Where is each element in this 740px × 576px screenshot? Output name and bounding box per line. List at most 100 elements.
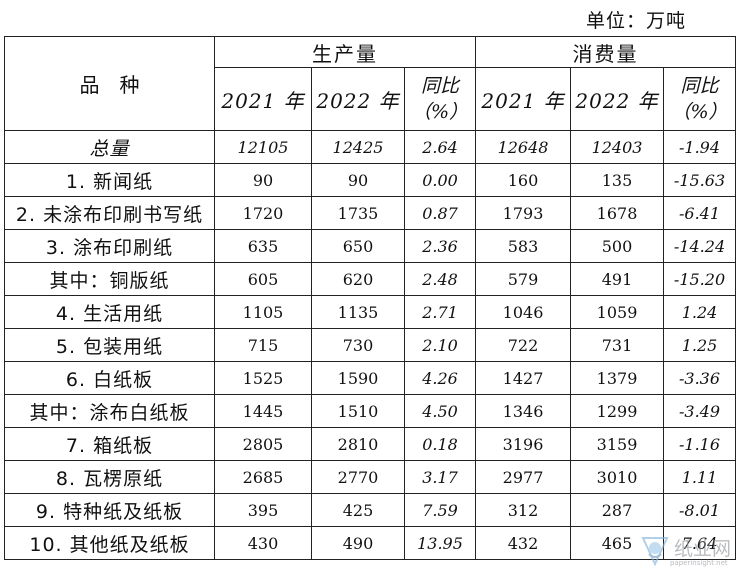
table-row: 4. 生活用纸 1105 1135 2.71 1046 1059 1.24 — [4, 295, 737, 329]
production-2021-cell: 605 — [214, 262, 312, 296]
consumption-yoy-cell: -15.63 — [663, 163, 737, 197]
unit-label: 单位：万吨 — [585, 10, 686, 32]
consumption-2021-cell: 1346 — [475, 394, 572, 428]
consumption-2021-cell: 160 — [475, 163, 572, 197]
production-yoy-cell: 2.64 — [403, 130, 477, 164]
production-2021-cell: 1445 — [214, 394, 312, 428]
paper-statistics-table: 品 种 生产量 消费量 2021 年 2022 年 同比 （%） 2021 年 … — [4, 36, 737, 560]
table-row: 1. 新闻纸 90 90 0.00 160 135 -15.63 — [4, 163, 737, 197]
consumption-2021-cell: 579 — [475, 262, 572, 296]
consumption-yoy-cell: -8.01 — [663, 493, 737, 527]
yoy-label: 同比 — [680, 75, 719, 97]
production-2021-header: 2021 年 — [214, 67, 312, 131]
consumption-2021-cell: 722 — [475, 328, 572, 362]
production-yoy-cell: 2.48 — [403, 262, 477, 296]
variety-header: 品 种 — [4, 36, 215, 131]
consumption-2022-cell: 135 — [570, 163, 665, 197]
consumption-yoy-header: 同比 （%） — [663, 67, 737, 131]
consumption-yoy-cell: 1.25 — [663, 328, 737, 362]
table-row: 其中：铜版纸 605 620 2.48 579 491 -15.20 — [4, 262, 737, 296]
production-2021-cell: 1720 — [214, 196, 312, 230]
table-row: 5. 包装用纸 715 730 2.10 722 731 1.25 — [4, 328, 737, 362]
production-2021-cell: 12105 — [214, 130, 312, 164]
table-body: 总量 12105 12425 2.64 12648 12403 -1.94 1. 新闻纸 90 9… — [4, 130, 737, 560]
consumption-2022-header: 2022 年 — [570, 67, 665, 131]
consumption-2021-cell: 1427 — [475, 361, 572, 395]
watermark-logo: 纸业网 paperinsight.net — [640, 532, 736, 570]
consumption-2022-cell: 500 — [570, 229, 665, 263]
row-name: 总量 — [4, 130, 215, 164]
production-2022-cell: 2770 — [311, 460, 405, 494]
consumption-yoy-cell: 1.24 — [663, 295, 737, 329]
consumption-2021-cell: 432 — [475, 526, 572, 560]
production-yoy-cell: 4.26 — [403, 361, 477, 395]
watermark-text: 纸业网 — [674, 538, 732, 560]
production-2022-cell: 490 — [311, 526, 405, 560]
production-2022-header: 2022 年 — [311, 67, 405, 131]
consumption-2021-cell: 2977 — [475, 460, 572, 494]
table-row: 9. 特种纸及纸板 395 425 7.59 312 287 -8.01 — [4, 493, 737, 527]
consumption-yoy-cell: -3.49 — [663, 394, 737, 428]
consumption-header: 消费量 — [475, 36, 737, 68]
yoy-unit: （%） — [671, 101, 728, 123]
consumption-2022-cell: 1678 — [570, 196, 665, 230]
yoy-label: 同比 — [421, 75, 460, 97]
yoy-unit: （%） — [411, 101, 469, 123]
production-header: 生产量 — [213, 36, 477, 68]
production-2022-cell: 1510 — [311, 394, 405, 428]
production-yoy-cell: 7.59 — [403, 493, 477, 527]
consumption-2022-cell: 12403 — [570, 130, 665, 164]
production-2022-cell: 425 — [311, 493, 405, 527]
consumption-2021-cell: 3196 — [475, 427, 572, 461]
row-name: 8. 瓦楞原纸 — [4, 460, 215, 494]
consumption-2022-cell: 1059 — [570, 295, 665, 329]
production-2021-cell: 1525 — [214, 361, 312, 395]
table-row: 8. 瓦楞原纸 2685 2770 3.17 2977 3010 1.11 — [4, 460, 737, 494]
consumption-yoy-cell: 7.64 — [663, 526, 737, 560]
production-2021-cell: 635 — [214, 229, 312, 263]
production-yoy-cell: 0.00 — [403, 163, 477, 197]
production-2021-cell: 90 — [214, 163, 312, 197]
production-2021-cell: 1105 — [214, 295, 312, 329]
production-yoy-cell: 0.18 — [403, 427, 477, 461]
production-2022-cell: 1135 — [311, 295, 405, 329]
consumption-yoy-cell: -1.16 — [663, 427, 737, 461]
production-2022-cell: 620 — [311, 262, 405, 296]
consumption-2021-cell: 12648 — [475, 130, 572, 164]
table-row: 总量 12105 12425 2.64 12648 12403 -1.94 — [4, 130, 737, 164]
row-name: 其中：铜版纸 — [4, 262, 215, 296]
consumption-2022-cell: 3159 — [570, 427, 665, 461]
consumption-2022-cell: 731 — [570, 328, 665, 362]
production-2021-cell: 715 — [214, 328, 312, 362]
production-2022-cell: 12425 — [311, 130, 405, 164]
consumption-yoy-cell: -14.24 — [663, 229, 737, 263]
production-2022-cell: 650 — [311, 229, 405, 263]
consumption-yoy-cell: -3.36 — [663, 361, 737, 395]
row-name: 其中：涂布白纸板 — [4, 394, 215, 428]
production-yoy-cell: 2.71 — [403, 295, 477, 329]
consumption-yoy-cell: -1.94 — [663, 130, 737, 164]
consumption-yoy-cell: -6.41 — [663, 196, 737, 230]
production-2021-cell: 395 — [214, 493, 312, 527]
row-name: 9. 特种纸及纸板 — [4, 493, 215, 527]
consumption-2022-cell: 3010 — [570, 460, 665, 494]
consumption-2022-cell: 1379 — [570, 361, 665, 395]
production-2022-cell: 1590 — [311, 361, 405, 395]
row-name: 1. 新闻纸 — [4, 163, 215, 197]
consumption-yoy-cell: -15.20 — [663, 262, 737, 296]
paper-network-logo-icon — [641, 537, 669, 567]
production-yoy-cell: 4.50 — [403, 394, 477, 428]
consumption-yoy-cell: 1.11 — [663, 460, 737, 494]
production-yoy-cell: 0.87 — [403, 196, 477, 230]
consumption-2022-cell: 1299 — [570, 394, 665, 428]
table-row: 10. 其他纸及纸板 430 490 13.95 432 465 7.64 — [4, 526, 737, 560]
row-name: 3. 涂布印刷纸 — [4, 229, 215, 263]
row-name: 7. 箱纸板 — [4, 427, 215, 461]
watermark-url: paperinsight.net — [670, 559, 728, 567]
consumption-2022-cell: 287 — [570, 493, 665, 527]
production-2022-cell: 730 — [311, 328, 405, 362]
consumption-2021-cell: 312 — [475, 493, 572, 527]
production-yoy-header: 同比 （%） — [403, 67, 477, 131]
row-name: 5. 包装用纸 — [4, 328, 215, 362]
consumption-2021-header: 2021 年 — [475, 67, 572, 131]
